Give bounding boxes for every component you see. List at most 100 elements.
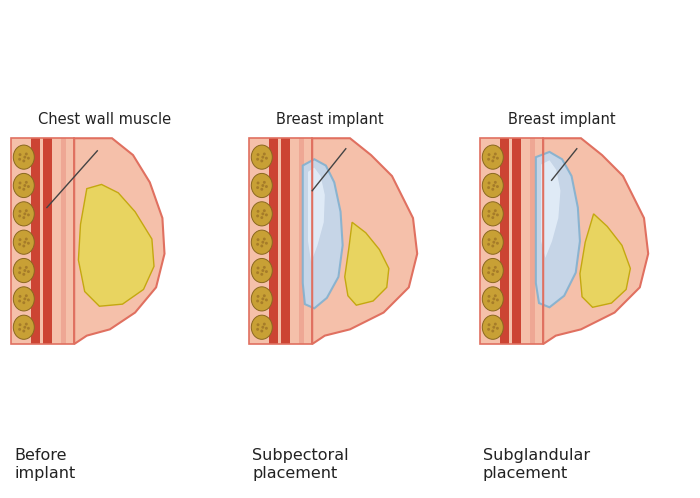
Ellipse shape (251, 202, 272, 226)
Circle shape (487, 328, 490, 331)
Circle shape (256, 323, 260, 326)
Circle shape (265, 185, 268, 188)
Circle shape (262, 181, 266, 184)
Polygon shape (43, 138, 52, 344)
Circle shape (496, 298, 499, 301)
Circle shape (256, 238, 260, 241)
Ellipse shape (482, 258, 503, 282)
Polygon shape (60, 138, 66, 344)
Circle shape (256, 243, 259, 246)
Circle shape (19, 323, 22, 326)
Circle shape (492, 212, 496, 215)
Circle shape (18, 215, 21, 218)
Circle shape (256, 215, 259, 218)
Circle shape (496, 270, 499, 273)
Polygon shape (78, 184, 154, 306)
Ellipse shape (13, 287, 34, 311)
Circle shape (256, 271, 259, 274)
Circle shape (25, 181, 28, 184)
Circle shape (22, 159, 25, 162)
Circle shape (496, 214, 499, 216)
Circle shape (23, 326, 27, 329)
Circle shape (27, 298, 30, 301)
Circle shape (25, 238, 28, 241)
Ellipse shape (482, 287, 503, 311)
Polygon shape (536, 152, 580, 307)
Circle shape (23, 156, 27, 158)
Circle shape (18, 271, 21, 274)
Circle shape (492, 269, 496, 272)
Circle shape (491, 159, 494, 162)
Circle shape (18, 299, 21, 302)
Circle shape (487, 158, 490, 161)
Circle shape (23, 212, 27, 215)
Ellipse shape (482, 173, 503, 198)
Circle shape (256, 186, 259, 189)
Circle shape (19, 181, 22, 184)
Circle shape (261, 212, 265, 215)
Circle shape (260, 159, 263, 162)
Text: Breast implant: Breast implant (508, 112, 615, 126)
Ellipse shape (13, 145, 34, 169)
Circle shape (19, 238, 22, 241)
Circle shape (260, 245, 263, 248)
Ellipse shape (13, 258, 34, 282)
Circle shape (256, 153, 260, 156)
Circle shape (18, 186, 21, 189)
Circle shape (19, 266, 22, 269)
Circle shape (261, 184, 265, 187)
Circle shape (262, 294, 266, 297)
Circle shape (22, 273, 25, 276)
Circle shape (492, 297, 496, 300)
Circle shape (487, 295, 491, 298)
Polygon shape (298, 138, 304, 344)
Circle shape (18, 328, 21, 331)
Circle shape (496, 327, 499, 330)
Circle shape (22, 245, 25, 248)
Circle shape (19, 210, 22, 213)
Circle shape (261, 156, 265, 158)
Circle shape (487, 186, 490, 189)
Circle shape (25, 323, 28, 326)
Ellipse shape (482, 230, 503, 254)
Polygon shape (530, 138, 535, 344)
Polygon shape (541, 160, 561, 258)
Text: Breast implant: Breast implant (276, 112, 384, 126)
Circle shape (487, 238, 491, 241)
Circle shape (25, 209, 28, 212)
Polygon shape (543, 138, 648, 344)
Circle shape (18, 243, 21, 246)
Circle shape (487, 153, 491, 156)
Circle shape (27, 270, 30, 273)
Circle shape (487, 323, 491, 326)
Circle shape (25, 294, 28, 297)
Circle shape (19, 153, 22, 156)
Text: Subpectoral
placement: Subpectoral placement (252, 448, 349, 481)
Circle shape (492, 326, 496, 329)
Circle shape (261, 326, 265, 329)
Circle shape (265, 157, 268, 160)
Circle shape (494, 209, 497, 212)
Polygon shape (74, 138, 164, 344)
Circle shape (494, 323, 497, 326)
Ellipse shape (251, 145, 272, 169)
Circle shape (262, 266, 266, 269)
Ellipse shape (251, 173, 272, 198)
Circle shape (496, 242, 499, 245)
Circle shape (25, 152, 28, 155)
Polygon shape (249, 138, 312, 344)
Circle shape (487, 299, 490, 302)
Circle shape (494, 152, 497, 155)
Ellipse shape (251, 230, 272, 254)
Polygon shape (11, 138, 74, 344)
Circle shape (494, 238, 497, 241)
Circle shape (27, 242, 30, 245)
Polygon shape (500, 138, 509, 344)
Circle shape (265, 327, 268, 330)
Circle shape (256, 158, 259, 161)
Circle shape (487, 210, 491, 213)
Text: Before
implant: Before implant (14, 448, 76, 481)
Circle shape (491, 301, 494, 304)
Circle shape (22, 188, 25, 191)
Ellipse shape (251, 258, 272, 282)
